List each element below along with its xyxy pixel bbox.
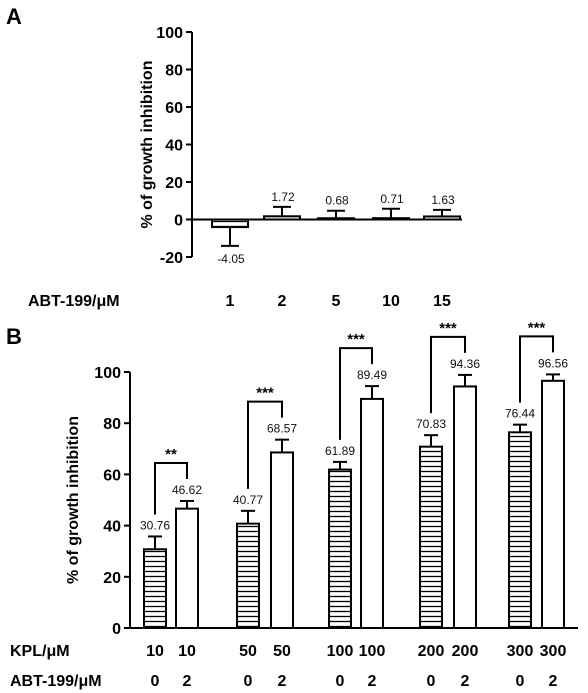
value-label-b: 40.77 bbox=[233, 493, 263, 507]
abt-label: 2 bbox=[549, 673, 558, 690]
abt-label: 0 bbox=[244, 673, 253, 690]
kpl-label: 10 bbox=[146, 643, 164, 660]
x-category-label-a: 5 bbox=[332, 293, 341, 310]
y-tick-label-b: 80 bbox=[103, 416, 121, 433]
bar-a bbox=[317, 217, 355, 221]
bar-b bbox=[508, 431, 532, 629]
kpl-label: 300 bbox=[540, 643, 567, 660]
bar-b bbox=[175, 507, 199, 629]
bar-b bbox=[143, 548, 167, 629]
kpl-label: 200 bbox=[452, 643, 479, 660]
panel-b-letter: B bbox=[6, 324, 22, 349]
y-tick-label-a: -20 bbox=[160, 250, 183, 267]
abt-label: 0 bbox=[151, 673, 160, 690]
abt-label: 0 bbox=[427, 673, 436, 690]
x-category-label-a: 10 bbox=[382, 293, 400, 310]
y-tick-label-b: 40 bbox=[103, 519, 121, 536]
bar-a bbox=[423, 215, 461, 221]
abt-label: 2 bbox=[278, 673, 287, 690]
panel-a-chart: -20 0 20 40 60 80 100 % of growth inhibition -4.… bbox=[28, 25, 462, 310]
value-label-a: -4.05 bbox=[217, 252, 245, 266]
y-tick-label-b: 0 bbox=[112, 621, 121, 638]
value-label-a: 1.72 bbox=[271, 190, 295, 204]
significance-label: *** bbox=[439, 320, 457, 337]
abt-label: 0 bbox=[336, 673, 345, 690]
row-label-kpl: KPL/μM bbox=[10, 643, 70, 660]
value-label-b: 89.49 bbox=[357, 368, 387, 382]
kpl-label: 10 bbox=[178, 643, 196, 660]
abt-label: 2 bbox=[461, 673, 470, 690]
row-label-abt-b: ABT-199/μM bbox=[10, 673, 102, 690]
significance-label: *** bbox=[347, 331, 365, 348]
bar-b bbox=[236, 522, 260, 629]
value-label-a: 0.71 bbox=[380, 192, 404, 206]
bar-b bbox=[270, 451, 294, 629]
significance-label: ** bbox=[165, 446, 177, 463]
significance-bracket bbox=[519, 335, 554, 403]
significance-label: *** bbox=[256, 385, 274, 402]
significance-bracket bbox=[247, 400, 283, 489]
x-category-label-a: 1 bbox=[226, 293, 235, 310]
value-label-b: 96.56 bbox=[538, 356, 568, 370]
y-tick-label-a: 40 bbox=[165, 138, 183, 155]
significance-bracket bbox=[430, 335, 466, 414]
x-category-label-a: 15 bbox=[433, 293, 451, 310]
abt-label: 2 bbox=[368, 673, 377, 690]
significance-bracket bbox=[339, 347, 373, 440]
kpl-label: 50 bbox=[273, 643, 291, 660]
value-label-b: 94.36 bbox=[450, 357, 480, 371]
significance-label: *** bbox=[528, 319, 546, 336]
bar-a bbox=[263, 215, 301, 221]
bar-b bbox=[453, 385, 477, 629]
x-category-label-a: 2 bbox=[278, 293, 287, 310]
y-tick-label-a: 60 bbox=[165, 100, 183, 117]
value-label-b: 46.62 bbox=[172, 483, 202, 497]
value-label-b: 76.44 bbox=[505, 407, 535, 421]
value-label-a: 1.63 bbox=[431, 193, 455, 207]
y-tick-label-a: 0 bbox=[174, 213, 183, 230]
value-label-b: 61.89 bbox=[325, 444, 355, 458]
abt-label: 2 bbox=[183, 673, 192, 690]
kpl-label: 300 bbox=[507, 643, 534, 660]
y-axis-label-b: % of growth inhibition bbox=[65, 416, 82, 584]
y-tick-label-b: 100 bbox=[94, 365, 121, 382]
y-tick-label-b: 20 bbox=[103, 570, 121, 587]
kpl-label: 100 bbox=[359, 643, 386, 660]
bar-b bbox=[360, 397, 384, 630]
y-axis-label-a: % of growth inhibition bbox=[139, 61, 156, 229]
row-label-abt-a: ABT-199/μM bbox=[28, 293, 120, 310]
bar-b bbox=[419, 445, 443, 629]
kpl-label: 100 bbox=[327, 643, 354, 660]
bar-a bbox=[372, 217, 410, 221]
kpl-label: 50 bbox=[239, 643, 257, 660]
y-tick-label-b: 60 bbox=[103, 467, 121, 484]
panel-a-letter: A bbox=[6, 4, 22, 29]
y-tick-label-a: 80 bbox=[165, 63, 183, 80]
abt-label: 0 bbox=[516, 673, 525, 690]
value-label-b: 30.76 bbox=[140, 518, 170, 532]
value-label-b: 68.57 bbox=[267, 422, 297, 436]
value-label-a: 0.68 bbox=[325, 194, 349, 208]
bar-b bbox=[328, 468, 352, 630]
y-tick-label-a: 100 bbox=[156, 25, 183, 42]
bar-b bbox=[541, 379, 565, 629]
value-label-b: 70.83 bbox=[416, 417, 446, 431]
y-tick-label-a: 20 bbox=[165, 175, 183, 192]
bar-a bbox=[211, 218, 249, 229]
significance-bracket bbox=[154, 461, 188, 515]
kpl-label: 200 bbox=[418, 643, 445, 660]
